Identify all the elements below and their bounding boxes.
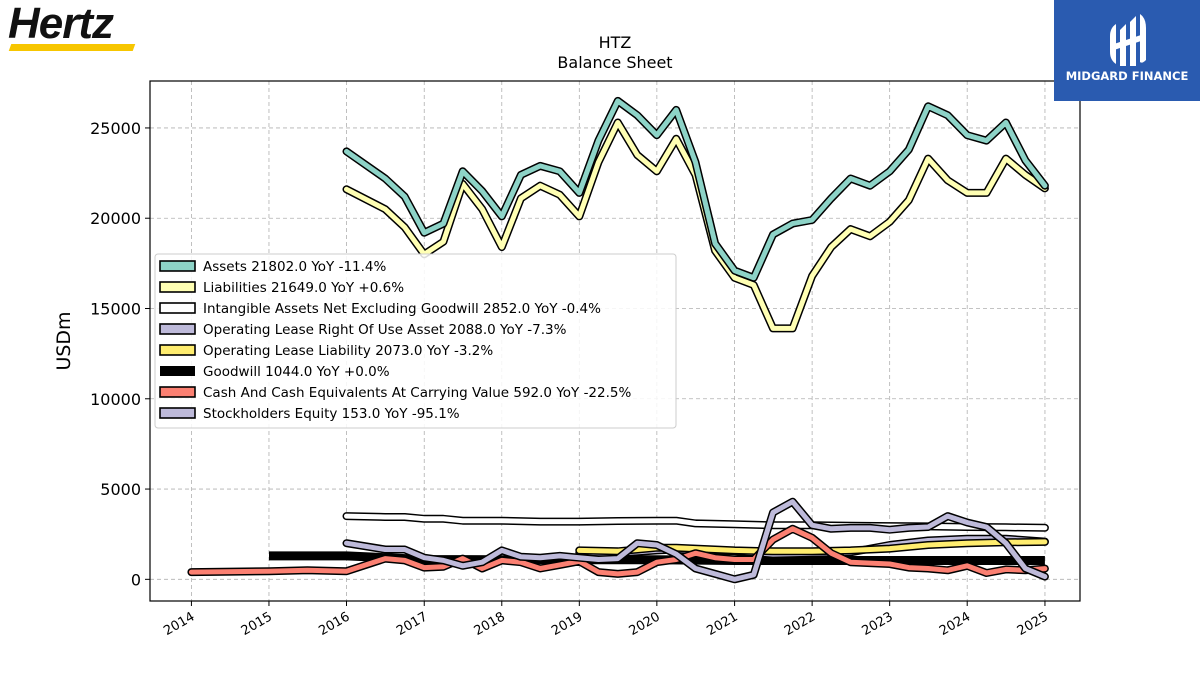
chart-title: HTZ	[599, 33, 632, 52]
x-tick-label: 2022	[782, 609, 818, 639]
legend-swatch	[159, 407, 196, 419]
hertz-logo: Hertz	[8, 2, 138, 54]
series-line	[344, 499, 1048, 582]
series-layer	[187, 96, 1049, 584]
legend-entry: Intangible Assets Net Excluding Goodwill…	[203, 301, 601, 317]
legend-entry: Liabilities 21649.0 YoY +0.6%	[203, 280, 404, 296]
legend-entry: Operating Lease Right Of Use Asset 2088.…	[203, 322, 567, 338]
chart-subtitle: Balance Sheet	[557, 53, 672, 72]
x-tick-label: 2019	[549, 609, 585, 639]
legend-swatch	[159, 386, 196, 398]
legend-entry: Cash And Cash Equivalents At Carrying Va…	[203, 385, 631, 401]
y-tick-label: 5000	[100, 480, 141, 499]
legend-entry: Goodwill 1044.0 YoY +0.0%	[203, 364, 390, 380]
series-7	[342, 497, 1049, 584]
series-0	[342, 96, 1049, 282]
hertz-logo-bar	[8, 44, 136, 51]
legend-swatch	[159, 281, 196, 293]
midgard-emblem-icon	[1110, 14, 1146, 66]
y-axis-label: USDm	[53, 311, 75, 370]
x-tick-label: 2020	[627, 609, 663, 639]
x-tick-label: 2021	[704, 609, 740, 639]
x-tick-label: 2018	[472, 609, 508, 639]
legend-swatch	[159, 323, 196, 335]
series-6	[187, 524, 1049, 578]
x-tick-label: 2023	[860, 609, 896, 639]
y-tick-label: 25000	[90, 119, 141, 138]
midgard-finance-name: MIDGARD FINANCE	[1065, 69, 1189, 83]
y-tick-label: 15000	[90, 300, 141, 319]
y-tick-label: 10000	[90, 390, 141, 409]
x-tick-label: 2014	[161, 609, 197, 639]
x-tick-label: 2016	[316, 609, 352, 639]
y-tick-label: 0	[131, 570, 141, 589]
legend-swatch	[159, 344, 196, 356]
hertz-logo-text: Hertz	[8, 0, 114, 48]
legend-swatch	[159, 260, 196, 272]
x-axis: 2014 2015 2016 2017 2018 2019 2020 2021 2022 2023…	[161, 601, 1051, 639]
plot-frame	[149, 80, 1081, 602]
x-tick-label: 2025	[1015, 609, 1051, 639]
legend-swatch	[159, 302, 196, 314]
legend-entry: Stockholders Equity 153.0 YoY -95.1%	[203, 406, 460, 422]
legend-box	[154, 253, 677, 429]
x-tick-label: 2017	[394, 609, 430, 639]
legend-entry: Assets 21802.0 YoY -11.4%	[203, 259, 387, 275]
legend-entry: Operating Lease Liability 2073.0 YoY -3.…	[203, 343, 493, 359]
x-tick-label: 2015	[239, 609, 275, 639]
legend-swatch	[160, 366, 195, 376]
y-tick-label: 20000	[90, 209, 141, 228]
y-axis: 0 5000 10000 15000 20000 25000	[90, 119, 150, 589]
legend: Assets 21802.0 YoY -11.4% Liabilities 216…	[154, 253, 677, 429]
series-line	[344, 98, 1048, 281]
x-tick-label: 2024	[937, 609, 973, 639]
series-line	[188, 526, 1048, 577]
midgard-finance-logo: MIDGARD FINANCE	[1054, 0, 1200, 101]
